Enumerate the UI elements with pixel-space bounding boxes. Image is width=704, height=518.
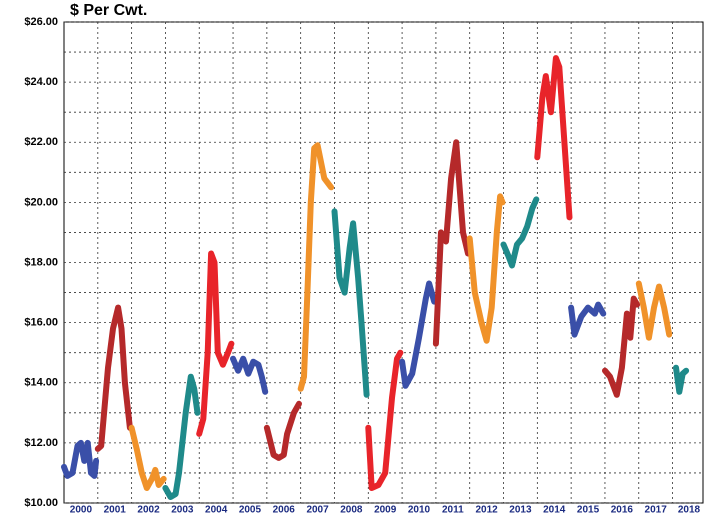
y-tick-label: $18.00 <box>24 256 58 268</box>
x-tick-label: 2010 <box>408 505 431 513</box>
x-tick-label: 2006 <box>273 505 296 513</box>
x-tick-label: 2012 <box>475 505 498 513</box>
price-line <box>230 355 269 395</box>
price-line <box>128 424 167 491</box>
price-line <box>94 304 133 452</box>
x-tick-label: 2013 <box>509 505 532 513</box>
y-tick-label: $20.00 <box>24 196 58 208</box>
price-line <box>399 280 438 389</box>
price-line <box>568 301 607 338</box>
price-line <box>466 193 506 344</box>
x-tick-label: 2003 <box>171 505 194 513</box>
x-tick-label: 2008 <box>340 505 363 513</box>
x-tick-label: 2017 <box>645 505 668 513</box>
y-tick-label: $14.00 <box>24 377 58 389</box>
y-tick-label: $22.00 <box>24 136 58 148</box>
x-tick-label: 2001 <box>104 505 127 513</box>
y-tick-label: $24.00 <box>24 76 58 88</box>
x-tick-label: 2018 <box>678 505 701 513</box>
x-tick-label: 2002 <box>137 505 160 513</box>
price-line <box>534 55 573 221</box>
price-line <box>365 349 404 491</box>
x-tick-label: 2004 <box>205 505 228 513</box>
x-tick-label: 2007 <box>306 505 329 513</box>
price-line <box>263 400 302 461</box>
x-tick-label: 2014 <box>543 505 566 513</box>
price-line <box>162 373 201 500</box>
y-tick-label: $10.00 <box>24 497 58 509</box>
x-tick-label: 2016 <box>611 505 634 513</box>
y-tick-label: $12.00 <box>24 437 58 449</box>
price-line <box>602 295 641 398</box>
y-tick-label: $26.00 <box>24 16 58 28</box>
x-tick-label: 2009 <box>374 505 397 513</box>
price-line <box>635 280 673 341</box>
y-tick-label: $16.00 <box>24 317 58 329</box>
x-tick-label: 2005 <box>239 505 262 513</box>
chart-title: $ Per Cwt. <box>70 2 147 19</box>
price-line <box>331 208 370 398</box>
price-line <box>673 364 690 395</box>
price-line <box>61 439 100 479</box>
price-line <box>500 196 540 269</box>
x-tick-label: 2000 <box>70 505 93 513</box>
price-line <box>196 250 235 437</box>
price-line <box>297 142 335 392</box>
price-line <box>432 139 471 347</box>
x-tick-label: 2015 <box>577 505 600 513</box>
x-tick-label: 2011 <box>442 505 464 513</box>
